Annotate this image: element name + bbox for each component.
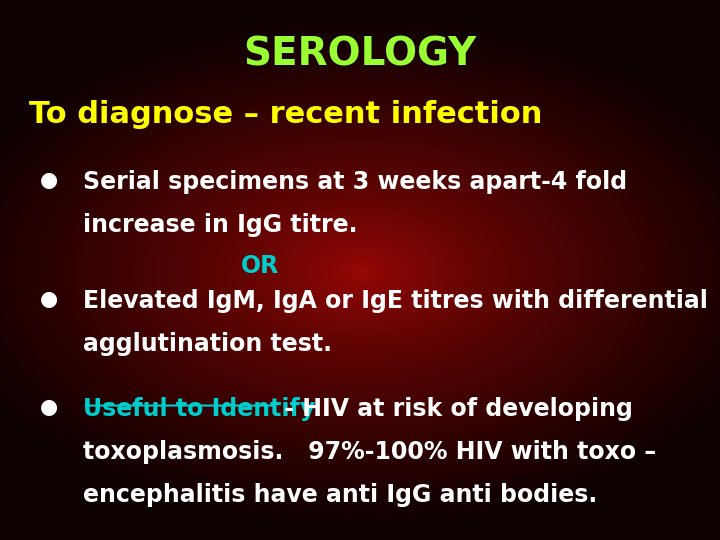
Text: Elevated IgM, IgA or IgE titres with differential: Elevated IgM, IgA or IgE titres with dif…	[83, 289, 708, 313]
Text: Serial specimens at 3 weeks apart-4 fold: Serial specimens at 3 weeks apart-4 fold	[83, 170, 627, 194]
Text: encephalitis have anti IgG anti bodies.: encephalitis have anti IgG anti bodies.	[83, 483, 597, 507]
Text: agglutination test.: agglutination test.	[83, 332, 332, 356]
Text: - HIV at risk of developing: - HIV at risk of developing	[276, 397, 633, 421]
Text: ●: ●	[40, 397, 58, 417]
Text: toxoplasmosis.   97%-100% HIV with toxo –: toxoplasmosis. 97%-100% HIV with toxo –	[83, 440, 656, 464]
Text: OR: OR	[241, 254, 279, 278]
Text: To diagnose – recent infection: To diagnose – recent infection	[29, 100, 542, 129]
Text: ●: ●	[40, 170, 58, 190]
Text: SEROLOGY: SEROLOGY	[243, 35, 477, 73]
Text: increase in IgG titre.: increase in IgG titre.	[83, 213, 357, 237]
Text: Useful to Identify: Useful to Identify	[83, 397, 315, 421]
Text: ●: ●	[40, 289, 58, 309]
